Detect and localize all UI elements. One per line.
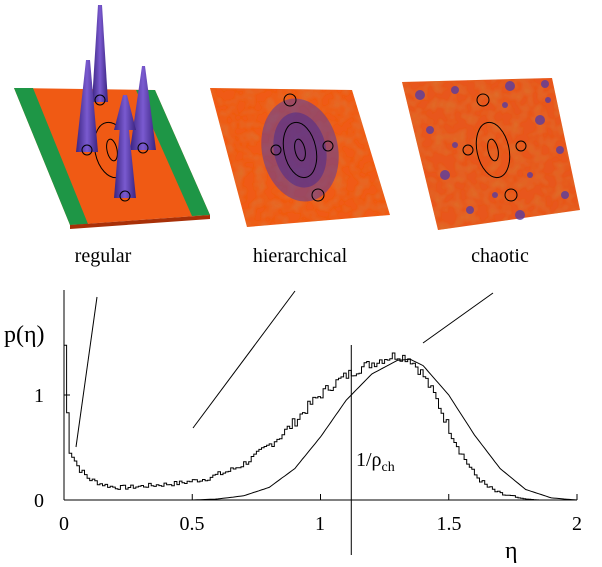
ring-bottom [504, 188, 518, 202]
x-tick-0: 0 [59, 513, 69, 535]
pointer-line-regular [75, 296, 98, 448]
x-tick-1: 1 [315, 513, 325, 535]
panel-label-regular: regular [75, 245, 132, 267]
histogram-plot: p(η) η 0 0.5 1 1.5 2 0 1 1/ρch [4, 290, 582, 564]
panel-label-chaotic: chaotic [471, 245, 529, 267]
contour-outer [282, 121, 318, 179]
x-tick-1.5: 1.5 [437, 513, 462, 535]
purple-cloud-core [273, 112, 327, 188]
x-tick-2: 2 [572, 513, 582, 535]
panel-regular [14, 5, 210, 229]
ring-right [515, 140, 527, 152]
ring-left [81, 144, 93, 156]
panel-chaotic [402, 78, 580, 230]
ring-left [462, 144, 474, 156]
contour-inner [294, 138, 306, 162]
border-right-green [136, 90, 210, 216]
panel-hierarchical [210, 88, 390, 227]
ring-bottom [311, 188, 325, 202]
peak-top [92, 5, 108, 102]
border-left-green [14, 88, 88, 225]
peak-right [130, 66, 156, 150]
ring-left [270, 144, 282, 156]
contour-inner [487, 138, 499, 162]
x-tick-0.5: 0.5 [180, 513, 205, 535]
ring-top [94, 94, 106, 106]
purple-speckles [415, 80, 569, 220]
ring-right [322, 140, 334, 152]
peak-bottom [114, 102, 136, 198]
axis-ticks [63, 394, 578, 501]
pointer-line-chaotic [422, 292, 494, 344]
ring-top [283, 93, 297, 107]
series-histogram [63, 311, 577, 501]
y-tick-0: 0 [34, 490, 44, 512]
contour-inner [106, 138, 118, 162]
pointer-line-hierarchical [192, 290, 296, 429]
series-smooth-curve [192, 358, 578, 501]
ring-right [137, 142, 149, 154]
panel-label-hierarchical: hierarchical [253, 245, 348, 267]
surface-edge-front [70, 215, 210, 229]
y-axis-label: p(η) [4, 322, 45, 348]
ring-top [476, 93, 490, 107]
surface-chaotic [402, 78, 580, 230]
y-tick-1: 1 [34, 385, 44, 407]
contour-outer [475, 121, 511, 179]
peak-left [76, 60, 98, 152]
ring-bottom [119, 190, 131, 202]
annotation-label: 1/ρch [356, 449, 395, 475]
x-axis-label: η [505, 538, 518, 564]
